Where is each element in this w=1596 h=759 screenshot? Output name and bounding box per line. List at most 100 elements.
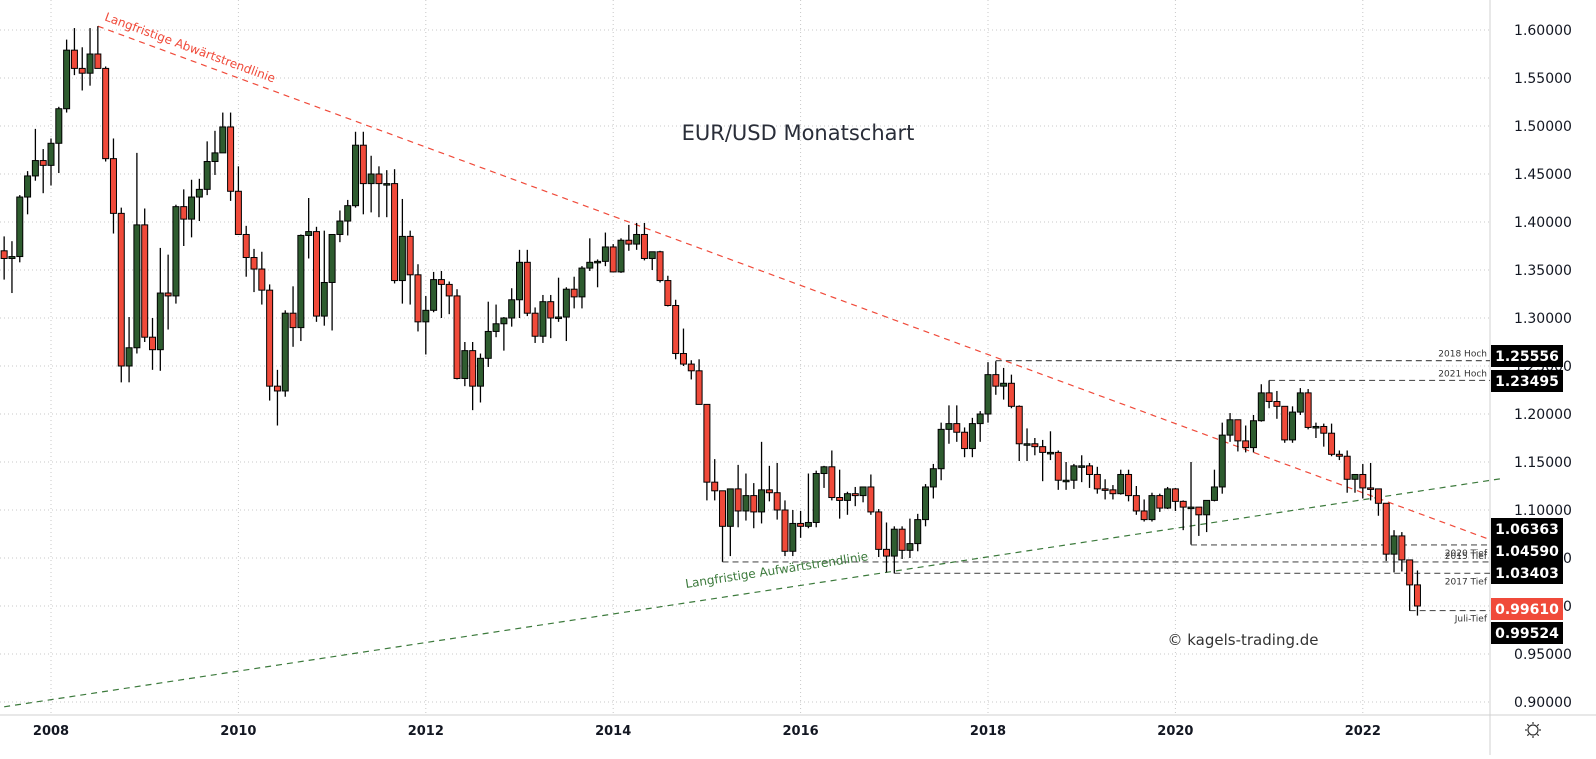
candle bbox=[266, 289, 274, 387]
year-tick-label: 2008 bbox=[33, 724, 69, 739]
candle bbox=[781, 509, 789, 552]
candle bbox=[375, 173, 383, 185]
candle bbox=[961, 431, 969, 450]
candle bbox=[1312, 425, 1320, 429]
candle bbox=[664, 280, 672, 307]
price-tag-value: 0.99610 bbox=[1495, 602, 1559, 618]
price-tag-value: 1.25556 bbox=[1495, 349, 1559, 365]
candle bbox=[820, 466, 828, 475]
candle bbox=[1257, 392, 1265, 422]
candle bbox=[31, 160, 39, 177]
candle bbox=[1101, 488, 1109, 491]
candle bbox=[594, 260, 602, 264]
settings-button[interactable] bbox=[1525, 722, 1541, 738]
candle bbox=[851, 493, 859, 497]
candle bbox=[765, 489, 773, 494]
candle bbox=[1039, 446, 1047, 453]
candle bbox=[8, 256, 16, 259]
candle bbox=[1093, 473, 1101, 490]
candle bbox=[742, 495, 750, 512]
candle bbox=[476, 357, 484, 387]
level-label: 2018 Hoch bbox=[1438, 350, 1487, 360]
candle bbox=[672, 305, 680, 355]
candle bbox=[227, 126, 235, 192]
candle bbox=[1195, 506, 1203, 516]
candle bbox=[242, 233, 250, 259]
price-tag bbox=[1491, 540, 1563, 562]
time-axis[interactable]: 2008 2010 2012 2014 2016 2018 2020 2022 bbox=[33, 724, 1381, 739]
candle bbox=[945, 423, 953, 430]
candle bbox=[180, 206, 188, 220]
candle bbox=[133, 224, 141, 349]
price-tick-label: 1.15000 bbox=[1514, 455, 1572, 471]
candle bbox=[352, 144, 360, 207]
candle bbox=[437, 279, 445, 285]
level-label: 2017 Tief bbox=[1445, 577, 1488, 587]
candle bbox=[890, 528, 898, 557]
candle bbox=[1140, 510, 1148, 521]
price-tag bbox=[1491, 562, 1563, 584]
candle bbox=[1007, 382, 1015, 407]
candle bbox=[750, 495, 758, 513]
candle bbox=[758, 489, 766, 513]
price-tag-value: 1.23495 bbox=[1495, 374, 1559, 390]
candle bbox=[500, 317, 508, 325]
candle bbox=[516, 261, 523, 301]
candle bbox=[164, 292, 172, 297]
candle bbox=[250, 257, 258, 270]
candle bbox=[336, 220, 344, 235]
candle bbox=[531, 312, 539, 337]
candle bbox=[406, 235, 414, 276]
candle bbox=[562, 288, 570, 318]
candle bbox=[1359, 473, 1367, 489]
candle bbox=[305, 231, 313, 236]
price-tag-value: 1.06363 bbox=[1495, 522, 1559, 538]
candle bbox=[578, 267, 586, 298]
candle bbox=[1367, 487, 1375, 490]
candle bbox=[273, 385, 281, 392]
candle bbox=[836, 497, 844, 501]
candle bbox=[1281, 405, 1289, 441]
downtrend-line[interactable] bbox=[97, 25, 1504, 546]
candle bbox=[867, 486, 875, 513]
candle bbox=[703, 403, 711, 483]
candle bbox=[414, 274, 422, 323]
candlesticks bbox=[0, 26, 1421, 616]
candle bbox=[125, 347, 133, 367]
candle bbox=[976, 413, 984, 425]
gear-icon bbox=[1525, 722, 1541, 738]
candle bbox=[297, 234, 305, 329]
candle bbox=[625, 239, 633, 245]
candle bbox=[211, 152, 219, 163]
candle bbox=[1398, 535, 1406, 561]
candle bbox=[984, 374, 992, 415]
price-tick-label: 1.30000 bbox=[1514, 311, 1572, 327]
candle bbox=[656, 251, 664, 282]
candle bbox=[0, 250, 8, 259]
candle bbox=[156, 292, 164, 351]
candle bbox=[203, 161, 211, 190]
candle bbox=[78, 67, 86, 74]
candle bbox=[898, 528, 906, 551]
candle bbox=[797, 522, 805, 527]
candle bbox=[492, 323, 500, 332]
candle bbox=[445, 283, 453, 297]
candle bbox=[882, 548, 890, 557]
candle bbox=[640, 233, 648, 259]
candle bbox=[648, 251, 656, 259]
candle bbox=[367, 173, 375, 185]
price-tag bbox=[1491, 345, 1563, 367]
candle bbox=[1289, 411, 1297, 441]
candle bbox=[711, 481, 719, 492]
candle bbox=[484, 330, 492, 359]
candle bbox=[320, 281, 328, 317]
candle bbox=[117, 212, 125, 367]
candle bbox=[789, 522, 797, 552]
candle bbox=[1382, 502, 1390, 555]
candle bbox=[1125, 473, 1133, 497]
candle bbox=[1117, 473, 1125, 495]
candle bbox=[39, 160, 47, 166]
